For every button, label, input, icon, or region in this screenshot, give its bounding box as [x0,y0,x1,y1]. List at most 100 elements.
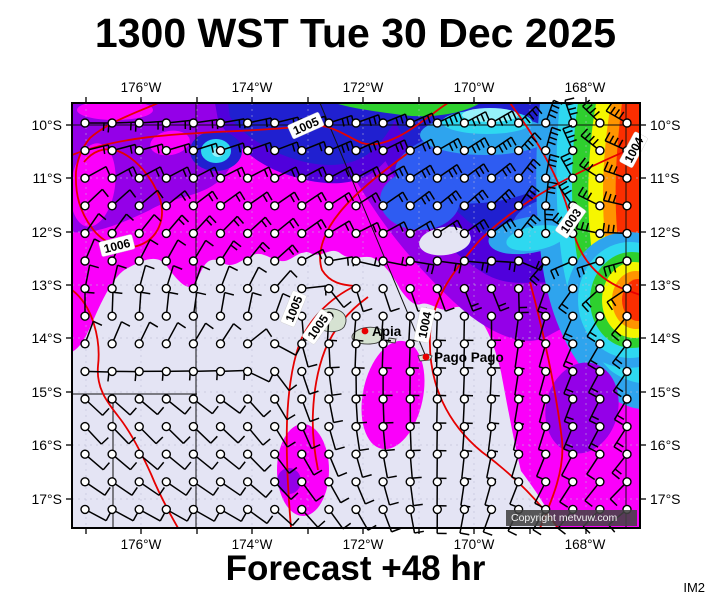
barb-tick [341,144,345,153]
barb-tick [502,142,508,151]
station-circle [351,504,361,515]
wind-barb [378,339,392,369]
station-circle [297,366,307,377]
wind-barb [351,192,382,211]
barb-tick [288,466,298,474]
station-circle [486,449,497,459]
barb-tick [207,193,214,202]
wind-barb [297,477,325,502]
barb-tick [421,143,427,152]
wind-barb [459,283,483,312]
barb-tick [509,218,517,228]
wind-barb [513,339,525,370]
barb-tick [568,107,577,111]
barb-tick [177,322,187,329]
barb-tick [184,190,191,200]
page-title: 1300 WST Tue 30 Dec 2025 [94,10,617,56]
wind-barb [324,366,342,396]
barb-tick [611,472,620,480]
wind-barb [603,161,632,183]
barb-tick [140,291,151,295]
station-circle [351,394,361,404]
barb-tick [129,189,137,198]
barb-tick [395,117,400,126]
barb-tick [376,166,382,176]
station-circle [459,421,470,432]
station-circle [405,366,415,377]
wind-barb [188,190,219,211]
wind-barb [603,256,632,277]
barb-tick [561,185,570,191]
barb-tick [507,530,518,536]
wind-barb [432,219,463,239]
wind-barb [134,264,155,294]
barb-tick [471,118,477,127]
station-circle [405,145,415,156]
barb-tick [498,118,504,127]
wind-barb [80,165,111,183]
barb-tick [262,241,271,250]
station-circle [432,339,442,349]
barb-tick [321,191,327,202]
station-circle [80,118,90,128]
barb-tick [389,501,399,506]
barb-tick [290,492,299,500]
barb-tick [368,118,372,127]
barb-tick [295,166,301,177]
station-circle [80,283,90,294]
barb-tick [618,111,625,119]
barb-tick [614,330,622,337]
barb-tick [317,168,323,177]
barb-tick [535,105,543,115]
wind-barb [270,477,299,500]
wind-barb [80,213,107,239]
barb-tick [349,166,355,176]
lat-label-right: 17°S [650,491,681,507]
wind-barb [107,449,138,471]
isobar-label: 1004 [413,306,436,343]
barb-tick [556,216,563,224]
barb-tick [585,104,593,111]
wind-barb [513,366,525,398]
barb-tick [209,215,217,224]
station-circle [242,339,253,349]
barb-tick [125,213,135,221]
lat-label-left: 15°S [31,384,62,400]
wind-barb [107,213,135,239]
barb-tick [569,111,578,116]
barb-tick [557,527,566,535]
barb-tick [479,140,485,148]
barb-tick [526,221,534,229]
station-circle [568,283,578,294]
station-circle [324,283,334,294]
wind-barb [579,157,605,183]
wind-barb [134,321,159,349]
station-circle [351,118,361,128]
station-circle [161,256,172,266]
barb-tick [604,132,611,142]
barb-tick [205,218,213,226]
station-circle [595,256,605,266]
barb-tick [426,115,431,124]
station-circle [513,201,524,211]
barb-tick [93,320,103,327]
barb-tick [587,363,597,370]
barb-tick [565,162,574,167]
barb-tick [311,444,321,450]
station-circle [134,145,144,156]
isobar-line [72,289,179,528]
barb-tick [484,137,490,147]
station-circle [459,311,470,321]
wind-barb [587,366,605,398]
barb-tick [264,216,272,226]
station-circle [378,228,388,239]
station-circle [378,173,388,183]
wind-barb [610,311,632,342]
barb-tick [183,145,187,154]
barb-tick [263,409,272,418]
wind-barb [188,239,214,266]
wind-barb [405,164,436,183]
barb-tick [502,115,508,124]
station-circle [215,394,226,404]
station-circle [270,449,280,459]
